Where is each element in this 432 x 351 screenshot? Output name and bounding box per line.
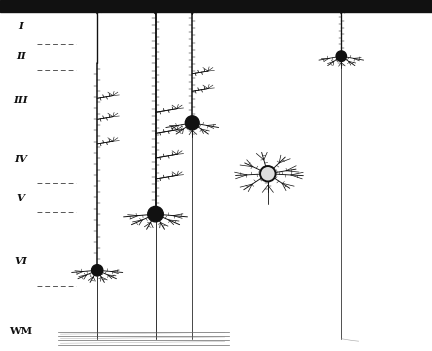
Text: IV: IV <box>14 155 27 164</box>
Text: III: III <box>13 95 28 105</box>
Text: VI: VI <box>14 257 27 266</box>
Ellipse shape <box>336 51 346 61</box>
Ellipse shape <box>92 265 103 276</box>
Text: WM: WM <box>9 327 32 336</box>
Text: V: V <box>17 194 25 203</box>
Text: I: I <box>18 22 23 31</box>
Ellipse shape <box>148 206 163 222</box>
Text: II: II <box>16 52 25 61</box>
Bar <box>0 0 432 12</box>
Ellipse shape <box>260 166 276 181</box>
Ellipse shape <box>185 116 199 130</box>
